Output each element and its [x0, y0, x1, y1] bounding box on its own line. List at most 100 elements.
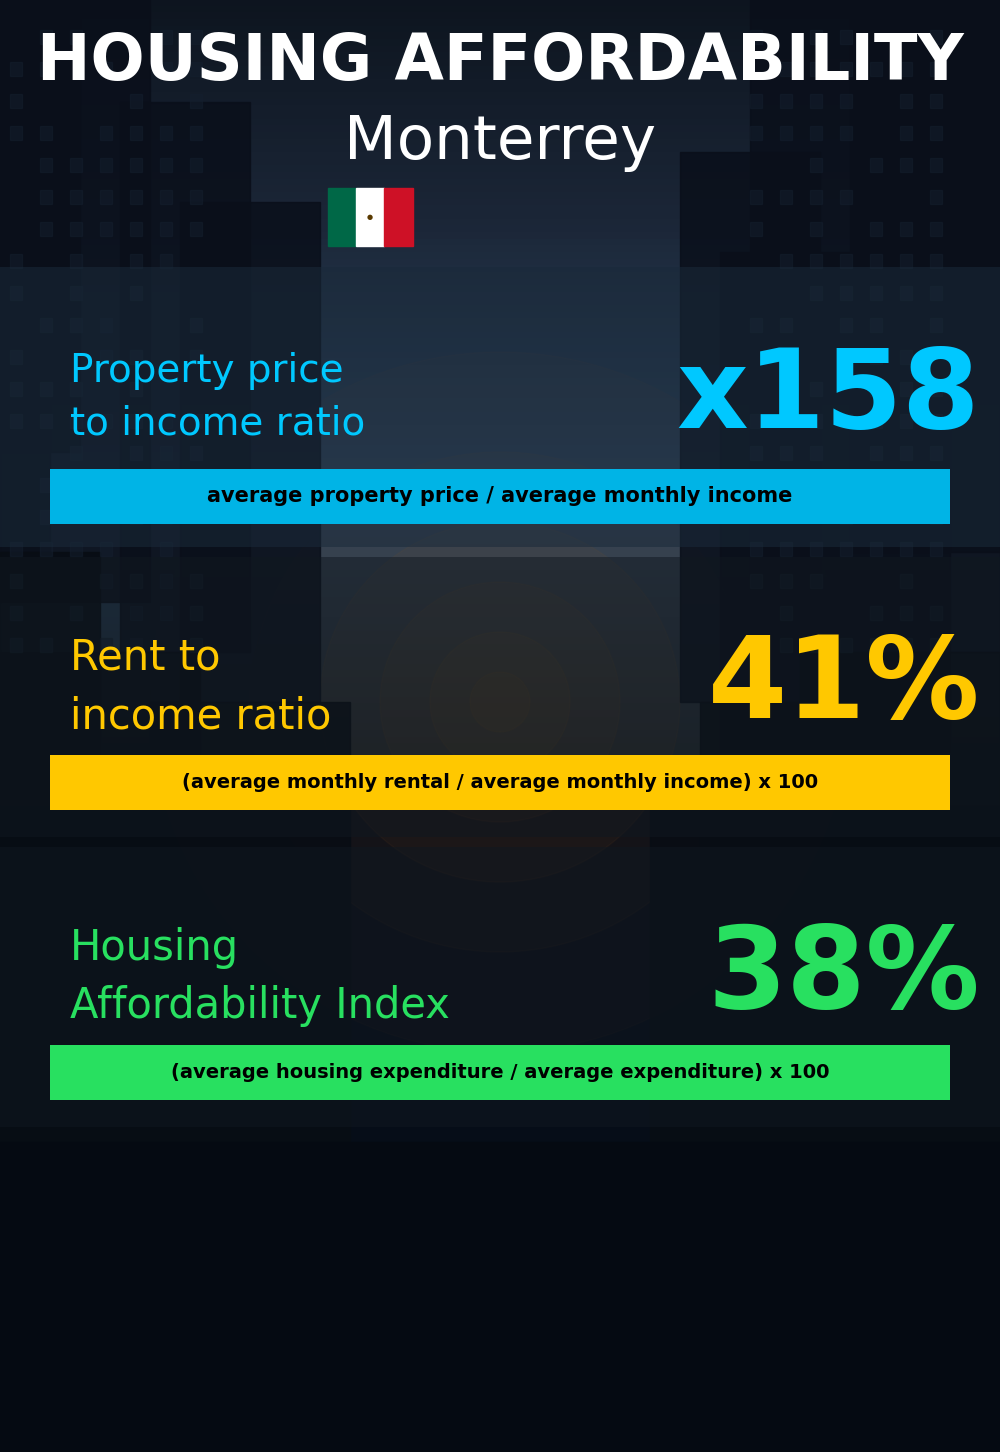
Bar	[0, 331, 1000, 346]
Bar	[70, 30, 82, 44]
Bar	[0, 725, 1000, 738]
Bar	[0, 591, 1000, 604]
Bar	[780, 605, 792, 620]
Bar	[810, 254, 822, 269]
Bar	[190, 222, 202, 237]
Bar	[160, 446, 172, 460]
Bar	[840, 510, 852, 524]
Bar	[190, 350, 202, 364]
Bar	[810, 637, 822, 652]
Bar	[0, 611, 1000, 624]
Text: Housing
Affordability Index: Housing Affordability Index	[70, 926, 450, 1027]
Bar	[870, 318, 882, 333]
Bar	[0, 791, 1000, 804]
Bar	[780, 190, 792, 203]
Circle shape	[250, 452, 750, 953]
Bar	[900, 574, 912, 588]
Bar	[130, 382, 142, 396]
Bar	[0, 472, 1000, 485]
Bar	[810, 190, 822, 203]
Bar	[0, 39, 1000, 52]
Bar	[0, 418, 1000, 431]
FancyBboxPatch shape	[50, 469, 950, 524]
Bar	[870, 382, 882, 396]
Bar	[0, 539, 1000, 552]
Bar	[0, 619, 1000, 632]
Bar	[0, 411, 1000, 424]
Bar	[840, 94, 852, 107]
Bar	[0, 192, 1000, 205]
Bar	[40, 222, 52, 237]
Bar	[70, 446, 82, 460]
Bar	[10, 414, 22, 428]
Bar	[0, 225, 1000, 238]
Bar	[870, 542, 882, 556]
Bar	[0, 552, 1000, 565]
Bar	[40, 126, 52, 139]
Bar	[0, 78, 1000, 91]
Bar	[810, 446, 822, 460]
Bar	[810, 414, 822, 428]
Bar	[10, 637, 22, 652]
Bar	[900, 94, 912, 107]
Bar	[0, 19, 1000, 32]
Bar	[0, 0, 80, 452]
Bar	[650, 802, 850, 1452]
Bar	[0, 650, 1000, 665]
Bar	[0, 125, 1000, 138]
Bar	[190, 414, 202, 428]
Bar	[930, 478, 942, 492]
Bar	[0, 318, 1000, 331]
Bar	[780, 478, 792, 492]
Bar	[0, 431, 1000, 444]
Bar	[0, 65, 1000, 78]
Bar	[10, 605, 22, 620]
Bar	[384, 187, 413, 245]
Bar	[810, 158, 822, 171]
Bar	[160, 62, 172, 76]
Bar	[0, 751, 1000, 764]
Bar	[810, 30, 822, 44]
Bar	[930, 605, 942, 620]
Bar	[0, 624, 1000, 637]
Bar	[840, 30, 852, 44]
Bar	[900, 605, 912, 620]
Bar	[0, 491, 1000, 505]
Bar	[10, 126, 22, 139]
Bar	[0, 251, 1000, 264]
Bar	[930, 318, 942, 333]
Bar	[0, 478, 1000, 491]
Bar	[190, 62, 202, 76]
Bar	[10, 350, 22, 364]
Bar	[0, 784, 1000, 797]
Bar	[870, 62, 882, 76]
Bar	[870, 350, 882, 364]
Bar	[900, 478, 912, 492]
Bar	[810, 542, 822, 556]
Bar	[100, 126, 112, 139]
Bar	[160, 222, 172, 237]
Bar	[0, 524, 1000, 537]
Bar	[0, 658, 1000, 671]
Bar	[0, 1143, 1000, 1452]
Bar	[130, 126, 142, 139]
Bar	[930, 446, 942, 460]
Bar	[930, 414, 942, 428]
Bar	[780, 446, 792, 460]
Bar	[0, 552, 100, 1452]
Text: 38%: 38%	[707, 922, 980, 1032]
Bar	[900, 222, 912, 237]
Bar	[750, 126, 762, 139]
Bar	[356, 187, 384, 245]
Bar	[0, 372, 1000, 385]
Bar	[0, 132, 1000, 145]
Bar	[190, 574, 202, 588]
Bar	[120, 102, 250, 652]
Bar	[780, 254, 792, 269]
Bar	[0, 578, 1000, 591]
Bar	[40, 414, 52, 428]
Text: 41%: 41%	[708, 632, 980, 742]
Bar	[70, 382, 82, 396]
Bar	[810, 62, 822, 76]
Bar	[0, 385, 1000, 398]
